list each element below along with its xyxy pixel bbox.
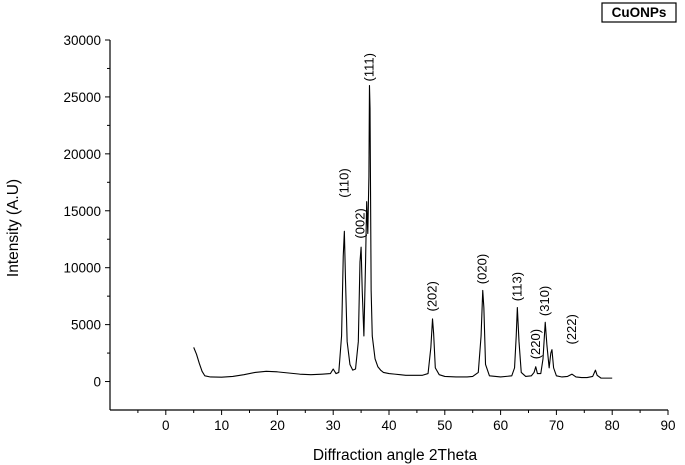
- x-tick-label: 50: [437, 418, 452, 433]
- peak-labels: (110)(002) (111) (202) (020) (113) (220) (310)…: [336, 53, 579, 359]
- peak-label: (220): [528, 329, 543, 359]
- y-tick-label: 5000: [71, 318, 101, 333]
- peak-label: (020): [475, 254, 490, 284]
- plot-frame: [109, 40, 668, 411]
- peak-label: (110): [336, 168, 351, 197]
- y-tick-label: 20000: [63, 147, 101, 162]
- y-tick-label: 10000: [63, 261, 101, 276]
- legend: CuONPs: [601, 2, 677, 23]
- x-tick-label: 70: [549, 418, 564, 433]
- x-tick-label: 10: [214, 418, 229, 433]
- peak-label: (310): [537, 286, 552, 316]
- y-tick-label: 30000: [63, 33, 101, 48]
- y-axis-title: Intensity (A.U): [5, 179, 22, 277]
- x-tick-label: 20: [270, 418, 285, 433]
- x-tick-label: 60: [493, 418, 508, 433]
- legend-label: CuONPs: [612, 5, 667, 20]
- peak-label: (002): [353, 208, 368, 238]
- peak-label: (202): [425, 281, 440, 311]
- x-tick-label: 90: [660, 418, 675, 433]
- series-layer: [193, 84, 613, 379]
- y-tick-label: 0: [93, 375, 101, 390]
- x-axis-title: Diffraction angle 2Theta: [313, 447, 478, 464]
- axis-ticks: 0 10 20 30 40 50 60 70 80 90 0 5000 10000 15000 20000 2…: [63, 33, 675, 433]
- peak-label: (113): [509, 272, 524, 301]
- peak-label: (111): [362, 53, 377, 81]
- x-tick-label: 0: [162, 418, 170, 433]
- y-tick-label: 25000: [63, 90, 101, 105]
- legend-box: [601, 2, 677, 23]
- series-line: [193, 84, 613, 379]
- x-tick-label: 40: [381, 418, 396, 433]
- x-tick-label: 80: [605, 418, 620, 433]
- y-tick-label: 15000: [63, 204, 101, 219]
- x-tick-label: 30: [326, 418, 341, 433]
- peak-label: (222): [564, 314, 579, 344]
